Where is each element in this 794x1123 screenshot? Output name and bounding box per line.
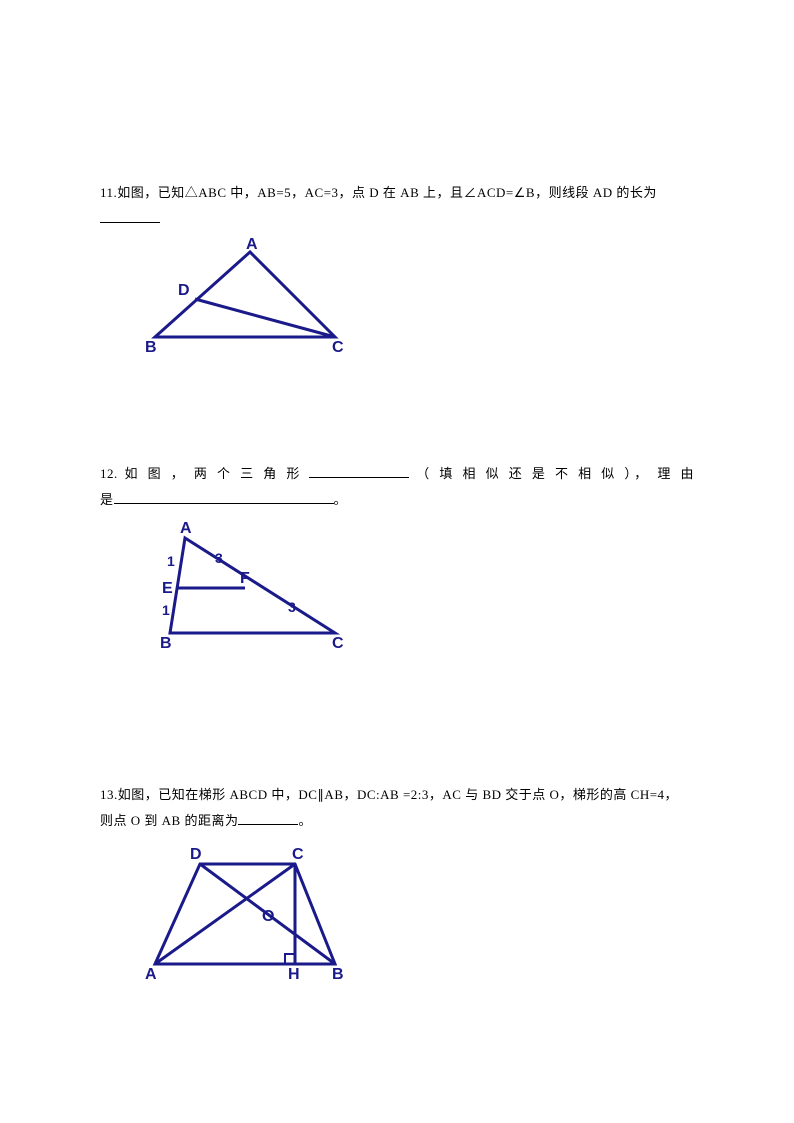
problem-11-number: 11. [100,185,117,200]
triangle-aef-abc-svg: A B C E F 1 3 1 3 [140,518,360,658]
problem-13: 13.如图，已知在梯形 ABCD 中，DC∥AB，DC:AB =2:3，AC 与… [100,782,694,993]
label-B: B [145,339,157,356]
label-B2: B [160,635,172,652]
label-C2: C [332,635,344,652]
trapezoid-abcd-svg: D C A B O H [140,839,360,989]
label-F2: F [240,570,250,587]
label-A2: A [180,520,192,537]
label-O3: O [262,908,274,925]
problem-13-blank [238,824,298,825]
problem-11-blank [100,222,160,223]
label-EB-1: 1 [162,602,170,618]
label-AE-1: 1 [167,553,175,569]
problem-13-line2a: 则点 O 到 AB 的距离为 [100,813,238,828]
label-H3: H [288,966,300,983]
triangle-abc-d-svg: A B C D [140,237,360,357]
label-AF-3: 3 [215,550,223,566]
problem-12-line1b: （ 填 相 似 还 是 不 相 似 ）， 理 由 [416,466,694,481]
label-D: D [178,282,190,299]
label-B3: B [332,966,344,983]
label-A: A [246,237,258,253]
problem-12: 12. 如 图 ， 两 个 三 角 形 （ 填 相 似 还 是 不 相 似 ），… [100,461,694,662]
problem-12-blank2 [114,503,334,504]
problem-13-number: 13. [100,787,118,802]
problem-13-body: 如图，已知在梯形 ABCD 中，DC∥AB，DC:AB =2:3，AC 与 BD… [118,787,678,802]
label-D3: D [190,846,202,863]
problem-12-figure: A B C E F 1 3 1 3 [140,518,694,662]
problem-13-line2b: 。 [298,813,312,828]
problem-12-blank1 [309,477,409,478]
problem-11-text: 11.如图，已知△ABC 中，AB=5，AC=3，点 D 在 AB 上，且∠AC… [100,180,694,232]
problem-12-line2b: 。 [334,492,348,507]
problem-11: 11.如图，已知△ABC 中，AB=5，AC=3，点 D 在 AB 上，且∠AC… [100,180,694,361]
label-E2: E [162,580,173,597]
problem-12-line1a: 如 图 ， 两 个 三 角 形 [124,466,302,481]
problem-12-number: 12. [100,466,118,481]
problem-12-text: 12. 如 图 ， 两 个 三 角 形 （ 填 相 似 还 是 不 相 似 ），… [100,461,694,513]
label-C: C [332,339,344,356]
label-A3: A [145,966,157,983]
label-FC-3: 3 [288,599,296,615]
problem-11-figure: A B C D [140,237,694,361]
problem-13-text: 13.如图，已知在梯形 ABCD 中，DC∥AB，DC:AB =2:3，AC 与… [100,782,694,834]
problem-11-body: 如图，已知△ABC 中，AB=5，AC=3，点 D 在 AB 上，且∠ACD=∠… [117,185,657,200]
label-C3: C [292,846,304,863]
problem-12-line2a: 是 [100,492,114,507]
problem-13-figure: D C A B O H [140,839,694,993]
